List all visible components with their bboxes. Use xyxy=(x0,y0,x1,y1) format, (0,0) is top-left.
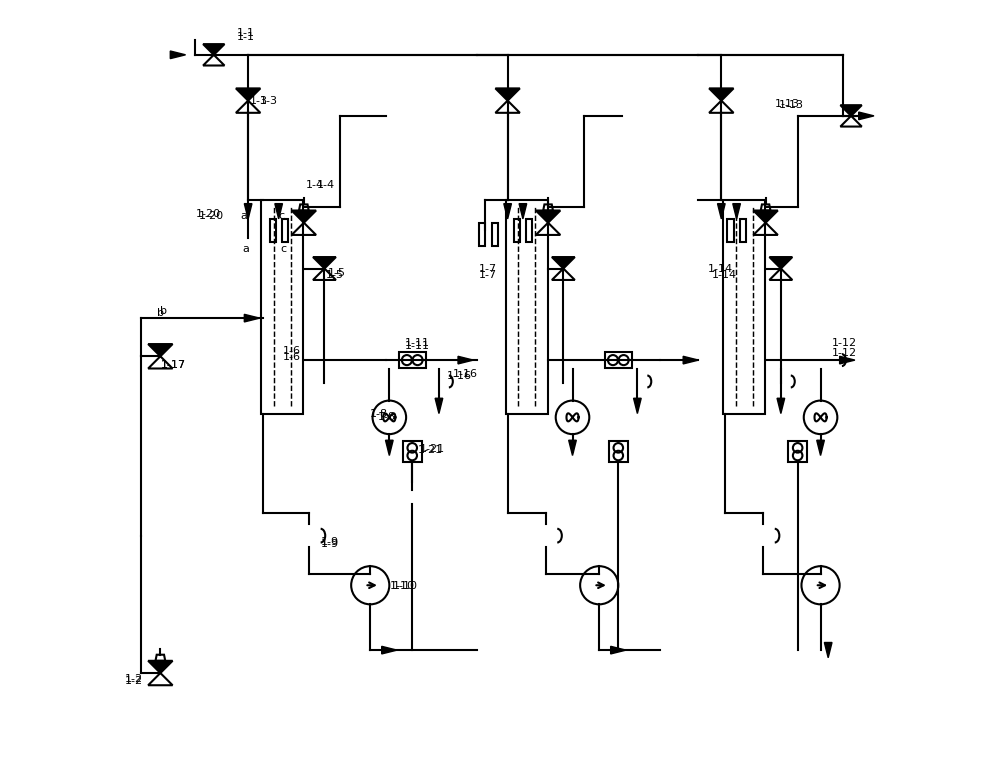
Text: 1-2: 1-2 xyxy=(124,674,143,684)
Polygon shape xyxy=(275,204,282,219)
Text: 1-16: 1-16 xyxy=(447,372,472,381)
Bar xyxy=(479,223,485,246)
Text: 1-5: 1-5 xyxy=(328,268,346,278)
Text: 1-8: 1-8 xyxy=(378,411,396,421)
Bar xyxy=(492,223,498,246)
Polygon shape xyxy=(382,647,397,654)
Bar xyxy=(727,219,734,242)
Text: b: b xyxy=(160,306,167,316)
Bar xyxy=(514,219,520,242)
Text: 1-13: 1-13 xyxy=(779,100,804,110)
Text: 1-20: 1-20 xyxy=(199,211,224,221)
Text: 1-7: 1-7 xyxy=(479,264,497,274)
Text: 1-8: 1-8 xyxy=(370,409,388,419)
Polygon shape xyxy=(769,257,792,269)
Text: 1-9: 1-9 xyxy=(321,537,339,547)
Bar xyxy=(261,200,303,414)
Polygon shape xyxy=(611,647,626,654)
Text: 1-21: 1-21 xyxy=(420,444,445,453)
Polygon shape xyxy=(170,51,186,59)
Polygon shape xyxy=(148,344,173,356)
Polygon shape xyxy=(634,398,641,414)
Polygon shape xyxy=(495,88,520,100)
Polygon shape xyxy=(859,112,874,119)
Bar xyxy=(723,200,765,414)
Text: b: b xyxy=(157,308,164,318)
Text: 1-2: 1-2 xyxy=(124,676,143,686)
Polygon shape xyxy=(203,44,224,55)
Text: 1-20: 1-20 xyxy=(196,208,221,218)
Polygon shape xyxy=(313,257,336,269)
Bar xyxy=(506,200,548,414)
Text: 1-1: 1-1 xyxy=(237,31,255,41)
Bar xyxy=(282,219,288,242)
Polygon shape xyxy=(840,356,855,364)
Polygon shape xyxy=(244,314,260,322)
Text: a: a xyxy=(241,211,247,221)
Text: c: c xyxy=(279,211,285,221)
Polygon shape xyxy=(753,211,778,223)
Text: 1-14: 1-14 xyxy=(708,264,733,274)
Polygon shape xyxy=(386,440,393,456)
Text: c: c xyxy=(280,244,286,254)
Polygon shape xyxy=(504,204,511,219)
Text: 1-3: 1-3 xyxy=(250,97,268,106)
Polygon shape xyxy=(777,398,785,414)
Text: 1-5: 1-5 xyxy=(326,270,344,280)
Bar xyxy=(526,219,532,242)
Text: 1-10: 1-10 xyxy=(393,581,418,591)
Bar xyxy=(740,219,746,242)
Text: 1-4: 1-4 xyxy=(317,180,335,191)
Polygon shape xyxy=(718,204,725,219)
Text: 1-6: 1-6 xyxy=(282,352,300,362)
Polygon shape xyxy=(709,88,734,100)
Text: 1-14: 1-14 xyxy=(712,270,737,280)
Text: 1-16: 1-16 xyxy=(453,369,478,379)
Text: a: a xyxy=(242,244,249,254)
Polygon shape xyxy=(244,204,252,219)
Text: 1-17: 1-17 xyxy=(160,360,185,370)
Text: 1-9: 1-9 xyxy=(321,539,339,549)
Text: 1-12: 1-12 xyxy=(832,349,857,358)
Text: 1-3: 1-3 xyxy=(260,97,278,106)
Polygon shape xyxy=(292,211,316,223)
Polygon shape xyxy=(569,440,576,456)
Polygon shape xyxy=(817,440,824,456)
Text: 1-13: 1-13 xyxy=(775,99,800,109)
Polygon shape xyxy=(435,398,443,414)
Polygon shape xyxy=(552,257,575,269)
Text: 1-12: 1-12 xyxy=(832,339,857,349)
Polygon shape xyxy=(733,204,740,219)
Text: 1-4: 1-4 xyxy=(305,180,324,191)
Text: 1-11: 1-11 xyxy=(405,341,430,351)
Polygon shape xyxy=(148,661,173,673)
Polygon shape xyxy=(683,356,698,364)
Bar xyxy=(270,219,276,242)
Polygon shape xyxy=(236,88,260,100)
Text: 1-6: 1-6 xyxy=(282,346,300,356)
Polygon shape xyxy=(458,356,473,364)
Text: 1-1: 1-1 xyxy=(237,28,255,38)
Polygon shape xyxy=(519,204,527,219)
Text: 1-10: 1-10 xyxy=(389,581,414,591)
Polygon shape xyxy=(840,105,862,116)
Text: 1-7: 1-7 xyxy=(479,270,497,280)
Polygon shape xyxy=(824,643,832,658)
Text: 1-17: 1-17 xyxy=(160,360,185,370)
Text: 1-21: 1-21 xyxy=(418,445,443,455)
Polygon shape xyxy=(536,211,560,223)
Text: 1-11: 1-11 xyxy=(405,339,430,349)
